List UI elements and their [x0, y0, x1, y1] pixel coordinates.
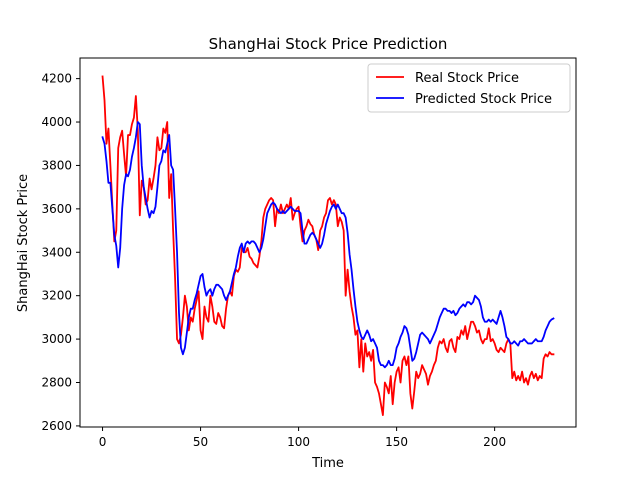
y-axis-title: ShangHai Stock Price — [16, 174, 31, 312]
y-tick-label: 3800 — [41, 158, 72, 172]
series-line-predicted — [101, 121, 555, 369]
chart-title: ShangHai Stock Price Prediction — [209, 35, 448, 53]
y-tick-label: 4200 — [41, 72, 72, 86]
y-tick-label: 4000 — [41, 115, 72, 129]
x-tick-label: 200 — [483, 435, 506, 449]
plot-frame — [79, 57, 577, 428]
legend-label: Real Stock Price — [415, 71, 519, 86]
y-tick-label: 3400 — [41, 245, 72, 259]
x-tick-label: 100 — [287, 435, 310, 449]
x-tick-label: 50 — [193, 435, 208, 449]
legend: Real Stock Price Predicted Stock Price — [367, 63, 571, 113]
y-tick-label: 3200 — [41, 289, 72, 303]
x-tick-label: 150 — [385, 435, 408, 449]
y-tick-label: 3600 — [41, 202, 72, 216]
legend-box — [367, 63, 571, 113]
y-tick-label: 3000 — [41, 332, 72, 346]
axis-ticks: 0 50 100 150 200 2600 2800 3000 3200 3400 3600 3800… — [41, 72, 506, 449]
y-tick-label: 2600 — [41, 419, 72, 433]
x-axis-title: Time — [311, 456, 344, 471]
y-tick-label: 2800 — [41, 376, 72, 390]
legend-label: Predicted Stock Price — [415, 92, 552, 107]
x-tick-label: 0 — [99, 435, 107, 449]
series-line-real — [101, 75, 555, 416]
plot-area — [79, 57, 577, 428]
